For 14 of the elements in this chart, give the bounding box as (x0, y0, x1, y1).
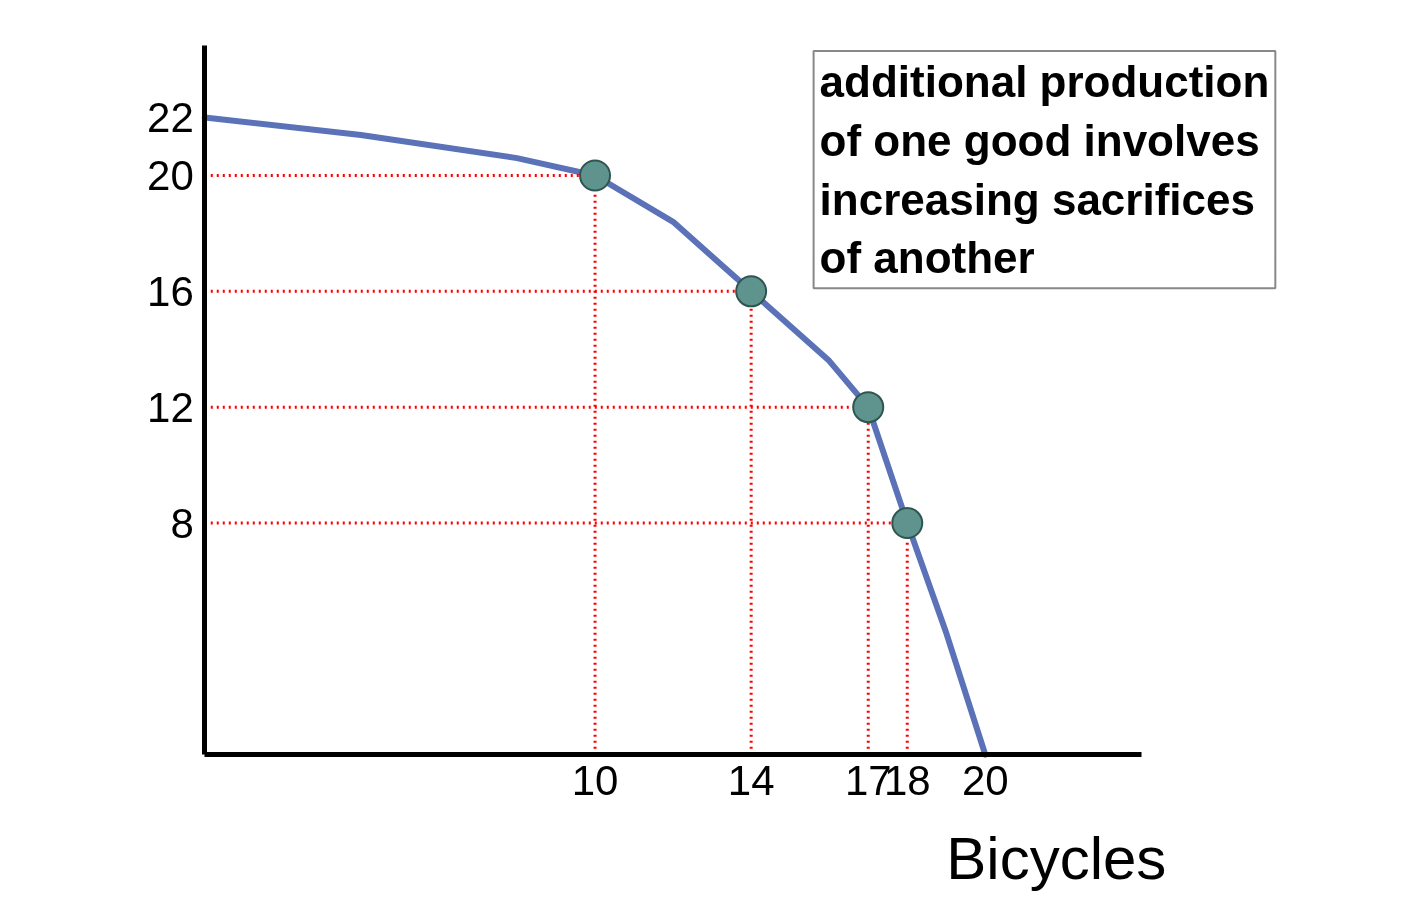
point (852, 391, 885, 424)
y-tick-label: 16 (147, 267, 194, 315)
point (579, 159, 612, 192)
annotation: additional production of one good involves increasing sacrifices of another (819, 56, 1270, 283)
point (735, 275, 768, 308)
x-tick-label: 20 (961, 756, 1009, 804)
x-tick-label: 14 (727, 756, 775, 804)
x-axis-title: Bicycles (946, 825, 1167, 893)
y-tick-label: 20 (147, 151, 194, 199)
x-tick-label: 10 (571, 756, 619, 804)
y-tick-label: 8 (170, 499, 194, 547)
point (891, 507, 924, 539)
y-tick-label: 22 (147, 94, 194, 142)
y-tick-label: 12 (147, 383, 194, 431)
